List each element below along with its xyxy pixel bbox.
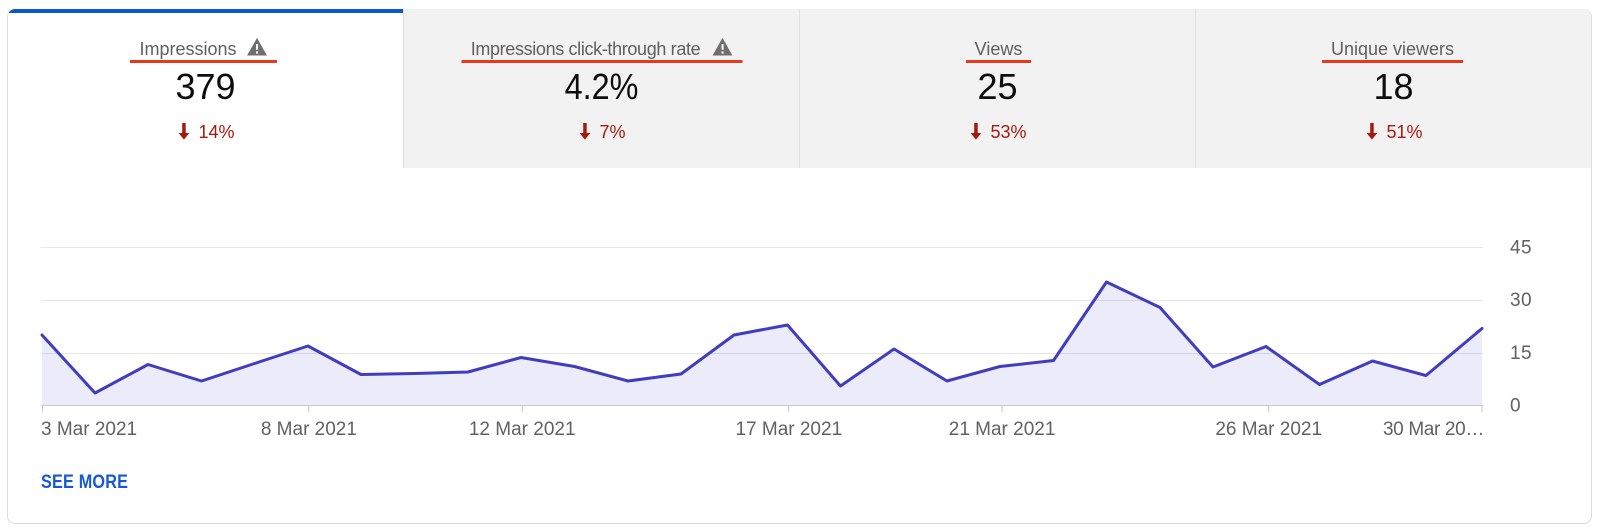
svg-text:26 Mar 2021: 26 Mar 2021 [1215, 419, 1322, 440]
svg-text:8 Mar 2021: 8 Mar 2021 [261, 419, 357, 440]
svg-text:30 Mar 20…: 30 Mar 20… [1383, 419, 1484, 440]
svg-text:0: 0 [1510, 396, 1521, 417]
svg-text:21 Mar 2021: 21 Mar 2021 [949, 419, 1056, 440]
svg-text:3 Mar 2021: 3 Mar 2021 [41, 419, 137, 440]
svg-text:15: 15 [1510, 343, 1532, 364]
svg-text:12 Mar 2021: 12 Mar 2021 [469, 419, 576, 440]
svg-text:45: 45 [1510, 238, 1532, 259]
svg-text:17 Mar 2021: 17 Mar 2021 [735, 419, 842, 440]
svg-text:30: 30 [1510, 290, 1532, 311]
